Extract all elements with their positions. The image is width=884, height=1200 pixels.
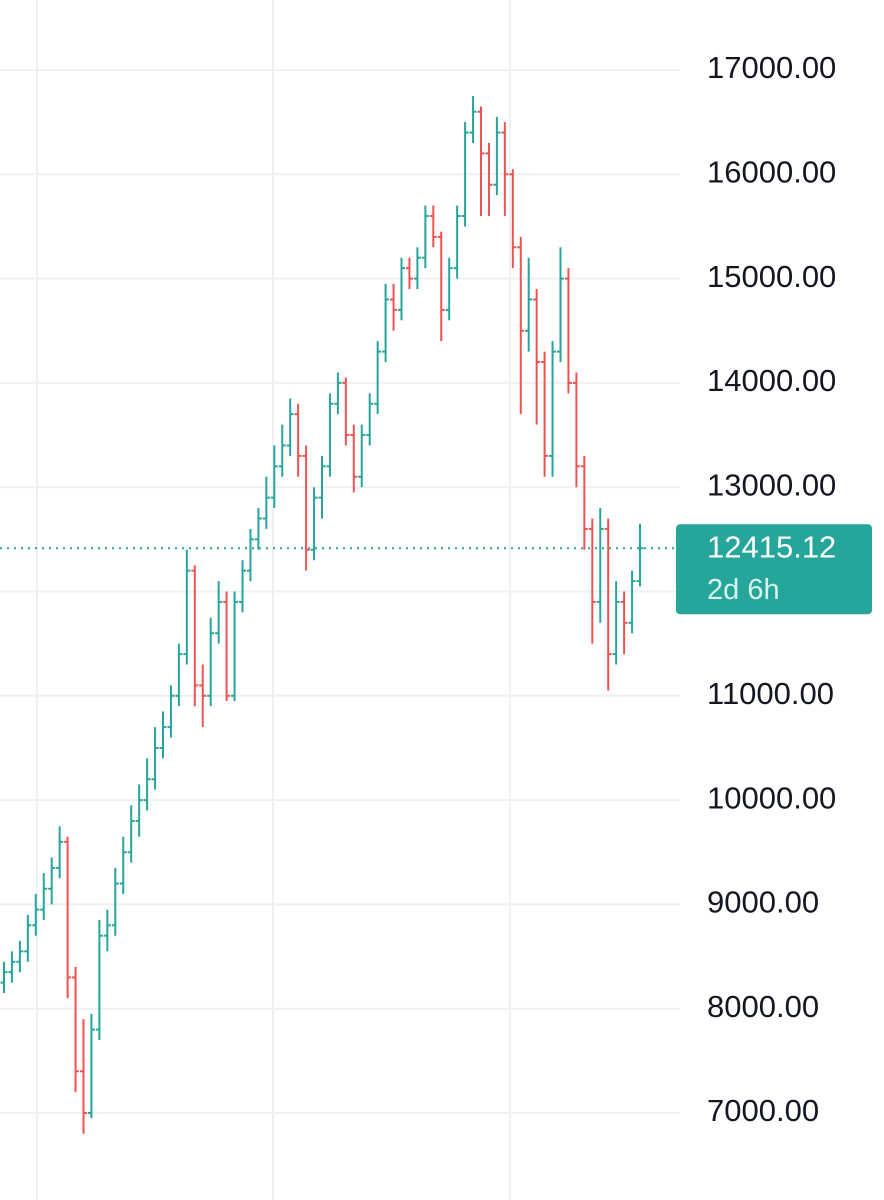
y-tick-label: 17000.00 — [707, 50, 836, 85]
y-tick-label: 7000.00 — [707, 1093, 819, 1128]
y-tick-label: 15000.00 — [707, 259, 836, 294]
y-tick-label: 13000.00 — [707, 467, 836, 502]
y-tick-label: 11000.00 — [707, 676, 834, 711]
y-tick-label: 10000.00 — [707, 780, 836, 815]
y-tick-label: 14000.00 — [707, 363, 836, 398]
price-badge-box — [676, 524, 872, 615]
y-tick-label: 9000.00 — [707, 885, 819, 920]
y-tick-label: 16000.00 — [707, 154, 836, 189]
bars — [0, 96, 644, 1134]
grid — [0, 68, 680, 1115]
y-tick-label: 8000.00 — [707, 989, 819, 1024]
last-price-label: 12415.12 — [707, 529, 836, 564]
countdown-label: 2d 6h — [707, 574, 780, 606]
price-badge: 12415.12 2d 6h — [676, 524, 872, 615]
